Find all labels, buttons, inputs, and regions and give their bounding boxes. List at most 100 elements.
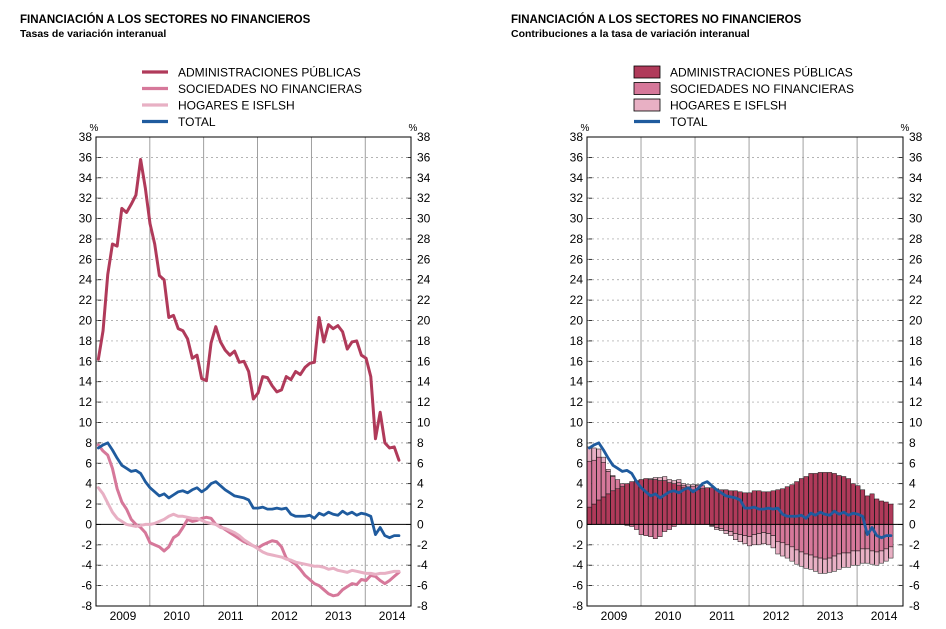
bar-soc — [780, 524, 785, 544]
bar-soc — [596, 456, 602, 501]
x-year-label: 2011 — [218, 609, 244, 623]
bar-soc — [667, 524, 672, 530]
bar-hog — [718, 528, 724, 531]
legend-label: ADMINISTRACIONES PÚBLICAS — [670, 65, 853, 80]
bar-soc — [601, 461, 606, 498]
x-year-label: 2013 — [325, 609, 352, 623]
y-tick-label-right: 34 — [417, 171, 431, 185]
y-tick-label-right: -4 — [909, 558, 920, 572]
y-tick-label-right: 20 — [417, 314, 431, 328]
bar-hog — [728, 531, 734, 536]
bar-hog — [714, 527, 719, 530]
y-tick-label-right: 30 — [909, 212, 923, 226]
bar-soc — [751, 524, 757, 535]
chart-title: FINANCIACIÓN A LOS SECTORES NO FINANCIER… — [511, 14, 802, 26]
y-tick-label-left: 36 — [79, 150, 93, 164]
bar-admin — [605, 493, 611, 525]
bar-hog — [775, 541, 781, 555]
y-tick-label-right: 24 — [909, 273, 923, 287]
bar-admin — [681, 487, 687, 525]
y-tick-label-right: 4 — [417, 477, 424, 491]
bar-hog — [737, 534, 743, 543]
y-tick-label-right: 12 — [417, 395, 431, 409]
y-tick-label-right: 38 — [909, 130, 923, 144]
y-tick-label-left: 6 — [85, 456, 92, 470]
bar-soc — [846, 524, 851, 554]
stacked-bar-chart: ADMINISTRACIONES PÚBLICAS SOCIEDADES NO F… — [570, 65, 923, 624]
series-line-admin — [96, 157, 401, 462]
y-tick-label-left: -6 — [81, 579, 92, 593]
y-tick-label-left: 14 — [79, 375, 93, 389]
y-tick-label-right: 2 — [909, 497, 916, 511]
y-tick-label-left: 4 — [576, 477, 583, 491]
bar-admin — [733, 490, 738, 525]
bar-hog — [657, 477, 663, 481]
bar-admin — [657, 480, 663, 525]
bar-soc — [803, 524, 809, 555]
bar-soc — [808, 524, 814, 556]
y-tick-label-right: 28 — [909, 232, 923, 246]
bar-hog — [879, 550, 884, 564]
bar-hog — [803, 553, 809, 569]
y-tick-label-right: 12 — [909, 395, 923, 409]
legend-label: SOCIEDADES NO FINANCIERAS — [670, 82, 854, 96]
y-tick-label-right: 34 — [909, 171, 923, 185]
y-tick-label-left: 38 — [570, 130, 584, 144]
bar-hog — [784, 544, 790, 559]
bar-admin — [704, 487, 710, 525]
bar-soc — [850, 524, 856, 552]
bar-hog — [808, 554, 814, 570]
bar-hog — [723, 530, 729, 534]
x-year-label: 2014 — [871, 609, 898, 623]
bar-hog — [864, 548, 870, 564]
bar-soc — [615, 479, 621, 490]
bar-hog — [850, 550, 856, 566]
y-tick-label-right: 14 — [417, 375, 431, 389]
bar-admin — [624, 483, 630, 525]
bar-hog — [681, 483, 687, 486]
y-unit-right: % — [901, 123, 910, 134]
series-line-soc — [96, 443, 401, 598]
bar-admin — [874, 498, 880, 525]
bar-admin — [596, 499, 602, 525]
y-tick-label-left: 26 — [570, 252, 584, 266]
y-tick-label-left: -8 — [81, 599, 92, 613]
y-tick-label-left: -2 — [572, 538, 583, 552]
y-tick-label-right: -8 — [417, 599, 428, 613]
legend-label: HOGARES E ISFLSH — [178, 99, 295, 113]
bar-admin — [667, 482, 672, 525]
y-tick-label-left: 38 — [79, 130, 93, 144]
bar-hog — [883, 548, 889, 562]
y-tick-label-right: 18 — [909, 334, 923, 348]
y-tick-label-left: 4 — [85, 477, 92, 491]
y-tick-label-left: 12 — [570, 395, 584, 409]
y-tick-label-left: 32 — [79, 191, 93, 205]
y-tick-label-left: -2 — [81, 538, 92, 552]
bar-hog — [751, 534, 757, 546]
legend-swatch — [633, 65, 661, 79]
bar-hog — [831, 555, 837, 572]
y-tick-label-left: 30 — [79, 212, 93, 226]
y-tick-label-left: 2 — [85, 497, 92, 511]
bar-hog — [827, 557, 833, 573]
y-tick-label-left: 18 — [79, 334, 93, 348]
y-tick-label-right: 4 — [909, 477, 916, 491]
y-tick-label-right: 0 — [417, 517, 424, 531]
y-tick-label-right: 30 — [417, 212, 431, 226]
bar-hog — [601, 456, 606, 463]
y-tick-label-left: 8 — [85, 436, 92, 450]
y-tick-label-right: 10 — [909, 415, 923, 429]
y-tick-label-left: 0 — [85, 517, 92, 531]
bar-admin — [855, 485, 861, 525]
bar-soc — [676, 482, 682, 486]
x-year-label: 2010 — [163, 609, 190, 623]
y-tick-label-left: 8 — [576, 436, 583, 450]
y-tick-label-left: 10 — [570, 415, 584, 429]
y-tick-label-right: 22 — [417, 293, 431, 307]
bar-soc — [728, 524, 734, 532]
bar-soc — [652, 524, 658, 539]
y-tick-label-right: 24 — [417, 273, 431, 287]
bar-soc — [619, 483, 625, 487]
y-tick-label-right: -2 — [909, 538, 920, 552]
bar-hog — [888, 546, 894, 559]
